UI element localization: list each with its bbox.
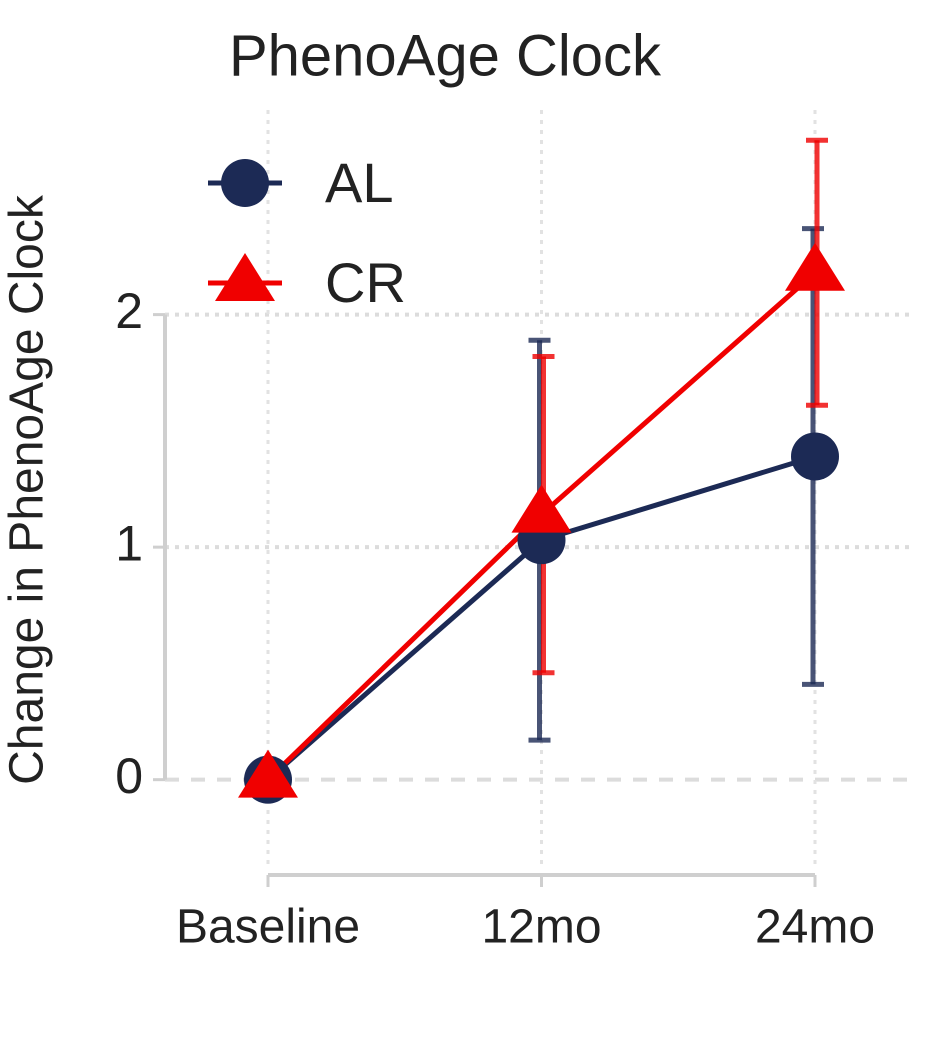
y-tick-label: 0 bbox=[115, 748, 143, 804]
y-tick-label: 1 bbox=[115, 515, 143, 571]
marker bbox=[238, 749, 298, 798]
x-tick-label: 24mo bbox=[755, 901, 875, 954]
legend-marker bbox=[221, 159, 269, 207]
legend-label: CR bbox=[325, 251, 406, 314]
marker bbox=[511, 484, 572, 533]
marker bbox=[791, 432, 839, 481]
marker bbox=[785, 242, 845, 291]
legend-marker bbox=[215, 253, 275, 301]
legend-label: AL bbox=[325, 151, 394, 214]
x-tick-label: Baseline bbox=[176, 901, 360, 954]
chart-title: PhenoAge Clock bbox=[229, 23, 662, 88]
y-tick-label: 2 bbox=[115, 283, 143, 339]
x-tick-label: 12mo bbox=[481, 901, 601, 954]
y-axis-label: Change in PhenoAge Clock bbox=[1, 194, 54, 785]
